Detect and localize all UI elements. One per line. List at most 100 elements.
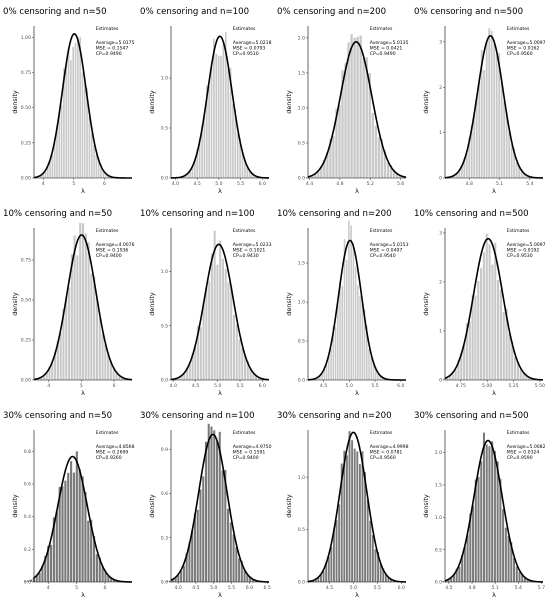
histogram-bar <box>100 164 102 178</box>
histogram-bar <box>213 38 215 178</box>
x-tick-label: 6.5 <box>264 585 271 591</box>
y-tick-label: 2.0 <box>435 450 442 456</box>
histogram-bar <box>174 577 177 582</box>
y-axis-label: density <box>285 90 293 114</box>
x-tick-label: 5.2 <box>367 181 374 187</box>
histogram-bar <box>224 32 227 179</box>
x-tick-label: 6.0 <box>259 383 266 389</box>
histogram-bar <box>497 280 500 380</box>
histogram-bar <box>335 520 338 582</box>
histogram-bar <box>468 137 471 178</box>
histogram-bar <box>84 492 87 582</box>
y-tick-label: 3 <box>439 39 442 45</box>
histogram-bar <box>508 333 511 380</box>
histogram-bar <box>58 110 61 178</box>
x-tick-label: 4.8 <box>468 585 475 591</box>
histogram-bar <box>451 373 454 380</box>
y-tick-label: 0.6 <box>24 482 31 488</box>
histogram-bar <box>29 579 33 582</box>
histogram-bar <box>234 108 237 178</box>
histogram-bar <box>227 68 230 178</box>
histogram-svg: 4 5 6 0.0 0.2 0.4 0.6 0.8 30% censoring and n=50… <box>3 411 135 599</box>
histogram-panel: 4.0 4.5 5.0 5.5 6.0 0.0 0.5 1.0 10% censoring an… <box>137 202 274 404</box>
histogram-bar <box>213 430 216 582</box>
legend-entry: CP=0.9400 <box>233 455 259 461</box>
histogram-bar <box>361 451 364 582</box>
histogram-bar <box>191 353 194 380</box>
histogram-bar <box>90 133 93 178</box>
legend-entry: CP=0.9530 <box>507 253 533 259</box>
density-curve <box>33 33 132 179</box>
histogram-bar <box>395 173 399 178</box>
legend-entry: Average=5.0153 <box>370 242 409 248</box>
histogram-bar <box>55 511 58 582</box>
histogram-bar <box>354 266 357 380</box>
histogram-bar <box>246 361 249 380</box>
histogram-bar <box>246 166 249 178</box>
histogram-bar <box>488 28 491 179</box>
histogram-bar <box>83 84 86 178</box>
x-tick-label: 5.0 <box>346 383 353 389</box>
y-tick-label: 0.75 <box>21 70 31 76</box>
x-tick-label: 5.5 <box>228 585 235 591</box>
histogram-bar <box>519 369 522 380</box>
y-axis-label: density <box>422 292 430 316</box>
histogram-bar <box>317 577 320 582</box>
legend-entry: CP=0.9490 <box>96 51 122 57</box>
histogram-bar <box>457 359 460 380</box>
histogram-bar <box>97 158 100 178</box>
histogram-bar <box>369 520 372 582</box>
histogram-bar <box>75 451 78 582</box>
histogram-bar <box>239 138 241 178</box>
x-tick-label: 5.4 <box>526 181 533 187</box>
histogram-bar <box>197 325 200 380</box>
histogram-bar <box>56 341 59 380</box>
histogram-bar <box>474 295 477 380</box>
histogram-bar <box>338 504 341 582</box>
legend-entry: Average=5.0097 <box>507 40 546 46</box>
histogram-bar <box>207 423 210 582</box>
density-curve <box>307 41 407 178</box>
x-axis-label: λ <box>81 591 85 599</box>
histogram-bar <box>474 479 477 582</box>
histogram-bar <box>42 374 45 380</box>
histogram-bar <box>63 68 65 178</box>
histogram-bar <box>463 344 466 380</box>
histogram-bar <box>382 568 385 582</box>
x-tick-label: 5.5 <box>236 383 243 389</box>
y-tick-label: 0.0 <box>161 176 168 182</box>
histogram-panel: 4.5 5.0 5.5 6.0 0.0 0.5 1.0 30% censoring and n… <box>274 404 411 606</box>
y-tick-label: 1.0 <box>298 106 305 112</box>
legend-entry: MSE = 0.0192 <box>507 248 540 254</box>
y-tick-label: 0.25 <box>21 338 31 344</box>
histogram-bar <box>333 528 335 582</box>
histogram-bar <box>62 308 65 380</box>
legend-entry: MSE = 0.0324 <box>507 450 540 456</box>
histogram-bar <box>477 280 480 380</box>
histogram-bar <box>224 269 227 380</box>
histogram-bar <box>454 369 457 380</box>
x-tick-label: 4.8 <box>466 181 473 187</box>
histogram-bar <box>341 285 344 380</box>
y-tick-label: 0.2 <box>24 547 31 553</box>
x-tick-label: 5.0 <box>350 585 357 591</box>
histogram-bar <box>67 472 70 582</box>
histogram-bar <box>377 371 379 380</box>
histogram-bar <box>314 578 317 582</box>
legend-title: Estimates <box>96 430 119 436</box>
histogram-bar <box>67 47 70 178</box>
histogram-bar <box>79 36 81 178</box>
histogram-bar <box>319 375 321 380</box>
histogram-bar <box>171 579 174 582</box>
histogram-bar <box>448 375 452 380</box>
histogram-bar <box>227 282 230 380</box>
histogram-bar <box>460 164 463 178</box>
histogram-bar <box>493 450 496 582</box>
panel-title: 0% censoring and n=500 <box>414 7 523 17</box>
histogram-bar <box>356 36 359 178</box>
histogram-svg: 4.0 4.5 5.0 5.5 6.0 0.0 0.5 1.0 0% censoring and… <box>140 7 272 195</box>
y-tick-label: 1.0 <box>161 76 168 82</box>
histogram-bar <box>35 575 38 582</box>
histogram-bar <box>198 138 201 178</box>
histogram-bar <box>196 509 199 582</box>
